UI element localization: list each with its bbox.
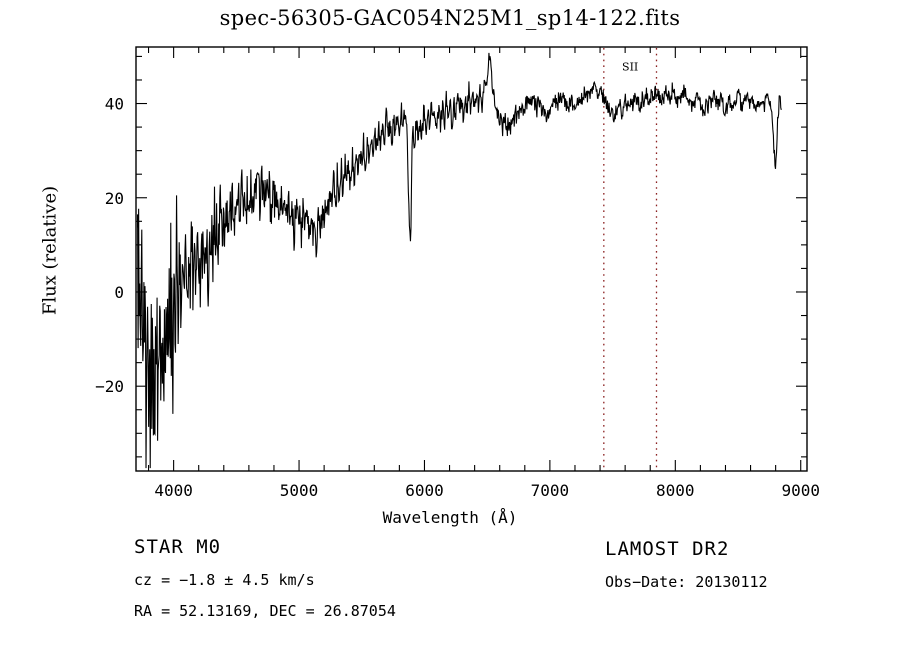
svg-text:8000: 8000	[656, 481, 695, 500]
svg-text:40: 40	[105, 95, 124, 114]
svg-text:5000: 5000	[280, 481, 319, 500]
svg-text:7000: 7000	[531, 481, 570, 500]
survey-annotation: LAMOST DR2	[605, 538, 730, 560]
svg-text:SII: SII	[622, 61, 638, 74]
x-axis-label: Wavelength (Å)	[382, 508, 518, 527]
svg-text:20: 20	[105, 189, 124, 208]
object-type-annotation: STAR M0	[134, 536, 222, 558]
emission-marker-lines	[603, 48, 658, 470]
svg-text:4000: 4000	[154, 481, 193, 500]
coordinates-annotation: RA = 52.13169, DEC = 26.87054	[134, 602, 396, 620]
svg-text:6000: 6000	[405, 481, 444, 500]
svg-text:0: 0	[114, 283, 124, 302]
plot-frame	[135, 46, 808, 472]
spectral-line-labels: SII	[622, 61, 638, 74]
redshift-velocity-annotation: cz = −1.8 ± 4.5 km/s	[134, 571, 315, 589]
page-title: spec-56305-GAC054N25M1_sp14-122.fits	[219, 6, 681, 30]
obs-date-annotation: Obs−Date: 20130112	[605, 573, 768, 591]
spectrum-trace	[137, 52, 782, 469]
axis-tick-labels: 4000 5000 6000 7000 8000 9000 −20 0 20 40	[95, 95, 820, 500]
svg-text:9000: 9000	[781, 481, 820, 500]
svg-text:−20: −20	[95, 377, 124, 396]
y-axis-label: Flux (relative)	[39, 185, 61, 316]
